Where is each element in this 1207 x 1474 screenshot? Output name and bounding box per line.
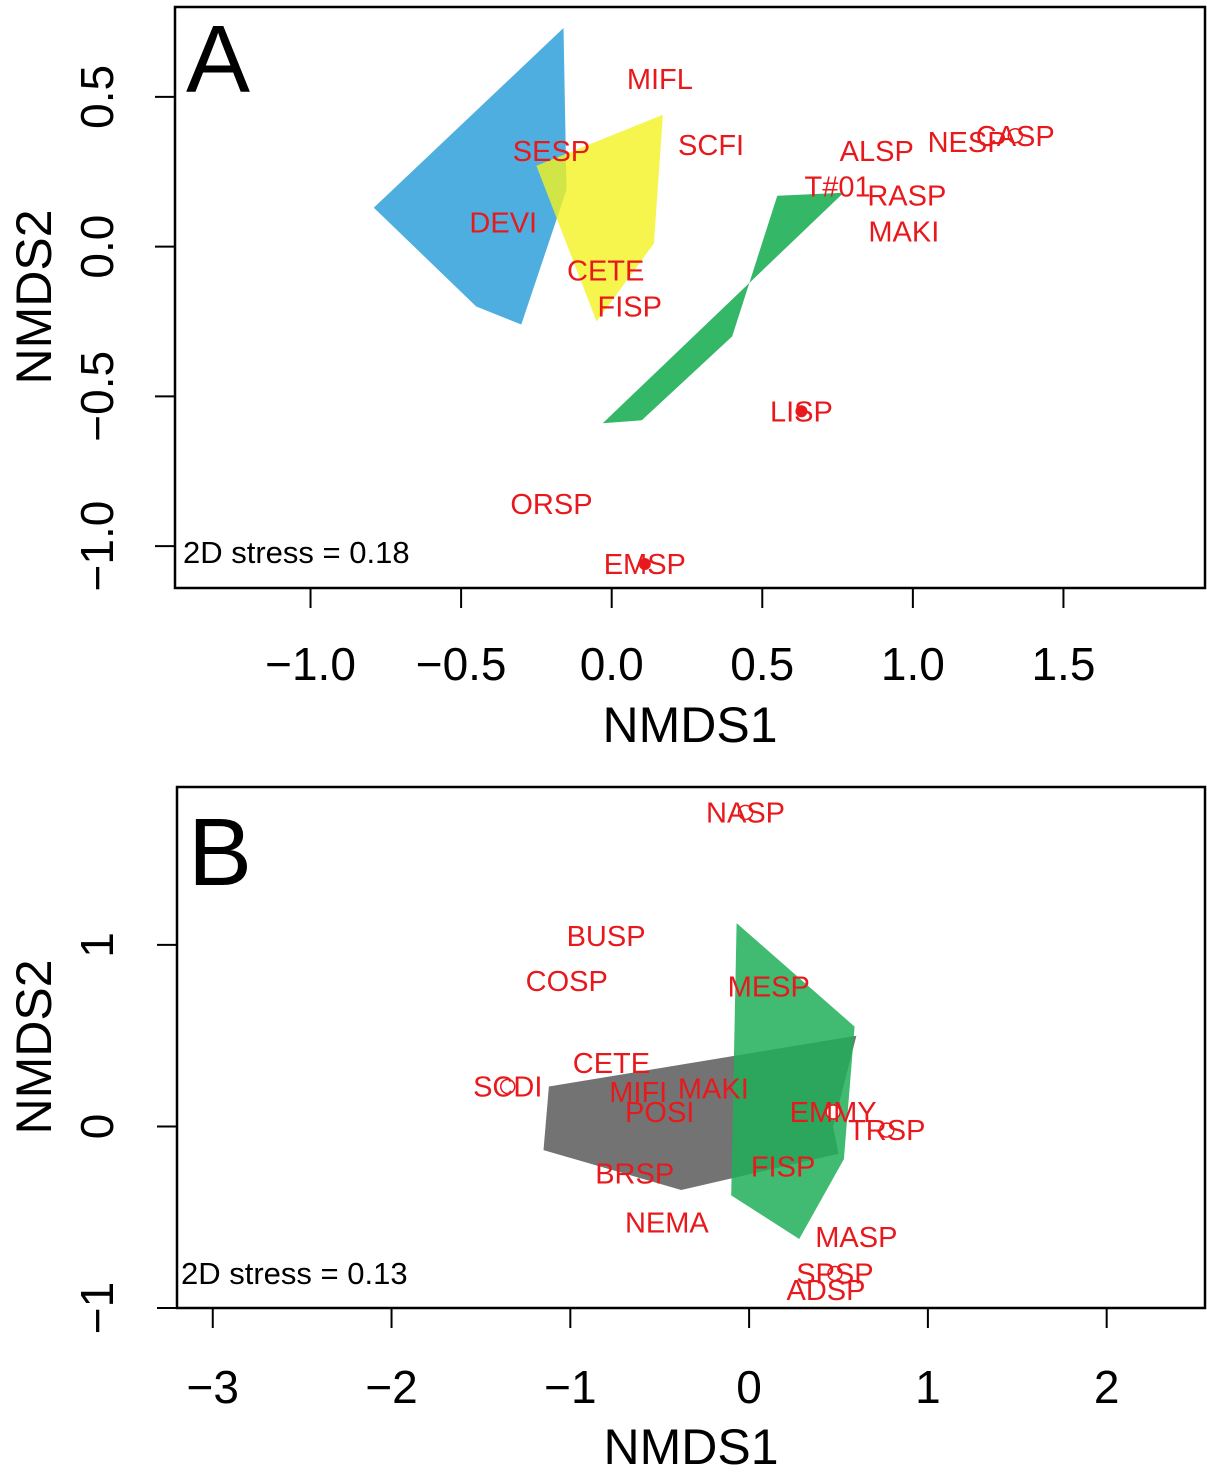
x-axis-label: NMDS1	[602, 697, 777, 753]
point-label: NEMA	[625, 1208, 709, 1240]
point-label: NASP	[706, 797, 785, 829]
point-label: MAKI	[678, 1073, 749, 1105]
plot-frame	[173, 5, 1207, 590]
point-label: DEVI	[469, 208, 537, 240]
point-label: ADSP	[786, 1275, 865, 1307]
point-marker-emmy	[825, 1104, 841, 1120]
point-label: NESP	[928, 127, 1007, 159]
x-tick-label: 1.0	[881, 638, 945, 690]
hull-3	[602, 192, 844, 424]
point-label: ALSP	[840, 136, 914, 168]
point-label: SESP	[513, 136, 590, 168]
x-tick-label: −0.5	[416, 638, 507, 690]
x-tick-label: 1	[915, 1361, 941, 1413]
y-tick-label: −1	[71, 1282, 123, 1334]
point-label: FISP	[751, 1151, 815, 1183]
point-label: EMSP	[604, 549, 686, 581]
point-label: COSP	[526, 966, 608, 998]
point-label: POSI	[625, 1097, 694, 1129]
hull-1	[373, 28, 567, 325]
point-marker-nasp	[737, 804, 754, 821]
point-label: TRSP	[848, 1115, 925, 1147]
point-label: SCDI	[473, 1072, 542, 1104]
y-tick-label: 1	[71, 932, 123, 958]
x-tick-label: −1.0	[265, 638, 356, 690]
y-tick-label: −0.5	[71, 351, 123, 442]
point-label: FISP	[598, 291, 662, 323]
point-label: BRSP	[595, 1159, 674, 1191]
point-label: MIFL	[627, 64, 693, 96]
point-label: CETE	[573, 1048, 650, 1080]
point-label: MIFI	[609, 1077, 667, 1109]
stress-annotation: 2D stress = 0.18	[183, 535, 410, 570]
point-marker-trsp	[879, 1122, 895, 1138]
x-tick-label: 2	[1094, 1361, 1120, 1413]
point-label: EMMY	[790, 1097, 877, 1129]
point-label: CASP	[976, 121, 1055, 153]
x-axis-label: NMDS1	[603, 1419, 778, 1474]
point-label: T#01	[805, 172, 871, 204]
x-tick-label: −3	[187, 1361, 239, 1413]
y-tick-label: 0	[71, 1114, 123, 1140]
point-label: MAKI	[868, 217, 939, 249]
y-axis-label: NMDS2	[6, 209, 62, 384]
point-label: MESP	[728, 972, 810, 1004]
x-tick-label: 1.5	[1031, 638, 1095, 690]
y-tick-label: 0.0	[71, 215, 123, 279]
point-label: SPSP	[796, 1259, 873, 1291]
stress-annotation: 2D stress = 0.13	[181, 1256, 408, 1291]
point-label: LISP	[770, 396, 833, 428]
x-tick-label: 0	[736, 1361, 762, 1413]
point-label: MASP	[815, 1222, 897, 1254]
point-label: BUSP	[567, 921, 646, 953]
y-tick-label: 0.5	[71, 65, 123, 129]
x-tick-label: 0.5	[730, 638, 794, 690]
point-marker-lisp	[795, 405, 808, 418]
x-tick-label: 0.0	[580, 638, 644, 690]
point-marker-casp	[1007, 128, 1024, 144]
panel-letter: B	[188, 799, 252, 906]
panel-letter: A	[186, 6, 250, 113]
hull-2	[536, 114, 663, 322]
y-axis-label: NMDS2	[6, 959, 62, 1134]
point-marker-spsp	[827, 1265, 843, 1282]
x-tick-label: −1	[544, 1361, 596, 1413]
point-label: RASP	[867, 181, 946, 213]
y-tick-label: −1.0	[71, 501, 123, 592]
point-marker-scdi	[499, 1078, 516, 1095]
point-marker-emsp	[638, 558, 651, 571]
point-label: CETE	[567, 256, 644, 288]
hull-2	[731, 923, 855, 1239]
x-tick-label: −2	[365, 1361, 417, 1413]
plot-frame	[175, 785, 1207, 1310]
point-label: SCFI	[678, 130, 744, 162]
point-label: ORSP	[510, 489, 592, 521]
